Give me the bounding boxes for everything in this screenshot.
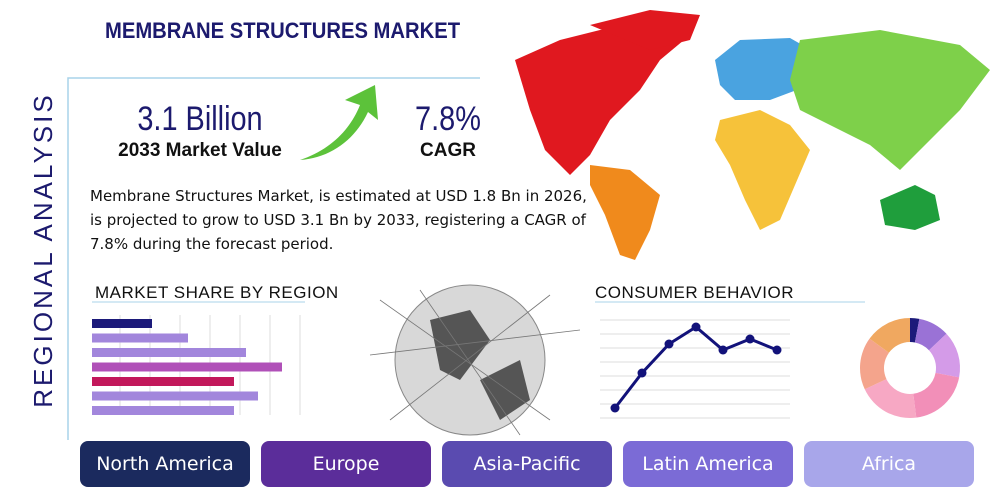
point	[772, 345, 782, 355]
section-title: CONSUMER BEHAVIOR	[595, 283, 794, 302]
region-button[interactable]: North America	[80, 441, 250, 487]
point	[718, 345, 728, 355]
donut-slice	[910, 318, 920, 343]
stat-value: 3.1 Billion	[137, 99, 262, 138]
description: Membrane Structures Market, is estimated…	[90, 187, 587, 253]
bar	[92, 333, 188, 343]
bar	[92, 406, 234, 415]
region-button[interactable]: Europe	[261, 441, 431, 487]
point	[637, 368, 647, 378]
point	[745, 334, 755, 344]
bar	[92, 319, 152, 328]
stat-value: 7.8%	[415, 99, 481, 138]
stat-label: CAGR	[420, 140, 476, 161]
donut-slice	[914, 318, 947, 351]
donut-slice	[864, 379, 917, 419]
donut-slice	[860, 338, 889, 390]
bar	[92, 377, 234, 386]
point	[664, 339, 674, 349]
point	[691, 322, 701, 332]
donut-slice	[928, 333, 960, 378]
section-title: MARKET SHARE BY REGION	[95, 283, 339, 302]
world-map	[515, 10, 990, 260]
donut-slice	[913, 372, 960, 418]
frame	[67, 77, 480, 440]
stat-label: 2033 Market Value	[118, 140, 282, 161]
bar	[92, 362, 282, 372]
growth-arrow	[300, 85, 378, 160]
bar	[92, 348, 246, 357]
side-label: REGIONAL ANALYSIS	[28, 92, 58, 407]
globe-illustration	[369, 284, 581, 436]
region-button[interactable]: Asia-Pacific	[442, 441, 612, 487]
region-button[interactable]: Africa	[804, 441, 974, 487]
region-button[interactable]: Latin America	[623, 441, 793, 487]
donut-slice	[869, 318, 910, 353]
point	[610, 403, 620, 413]
title: MEMBRANE STRUCTURES MARKET	[105, 19, 460, 43]
bar	[92, 391, 258, 401]
